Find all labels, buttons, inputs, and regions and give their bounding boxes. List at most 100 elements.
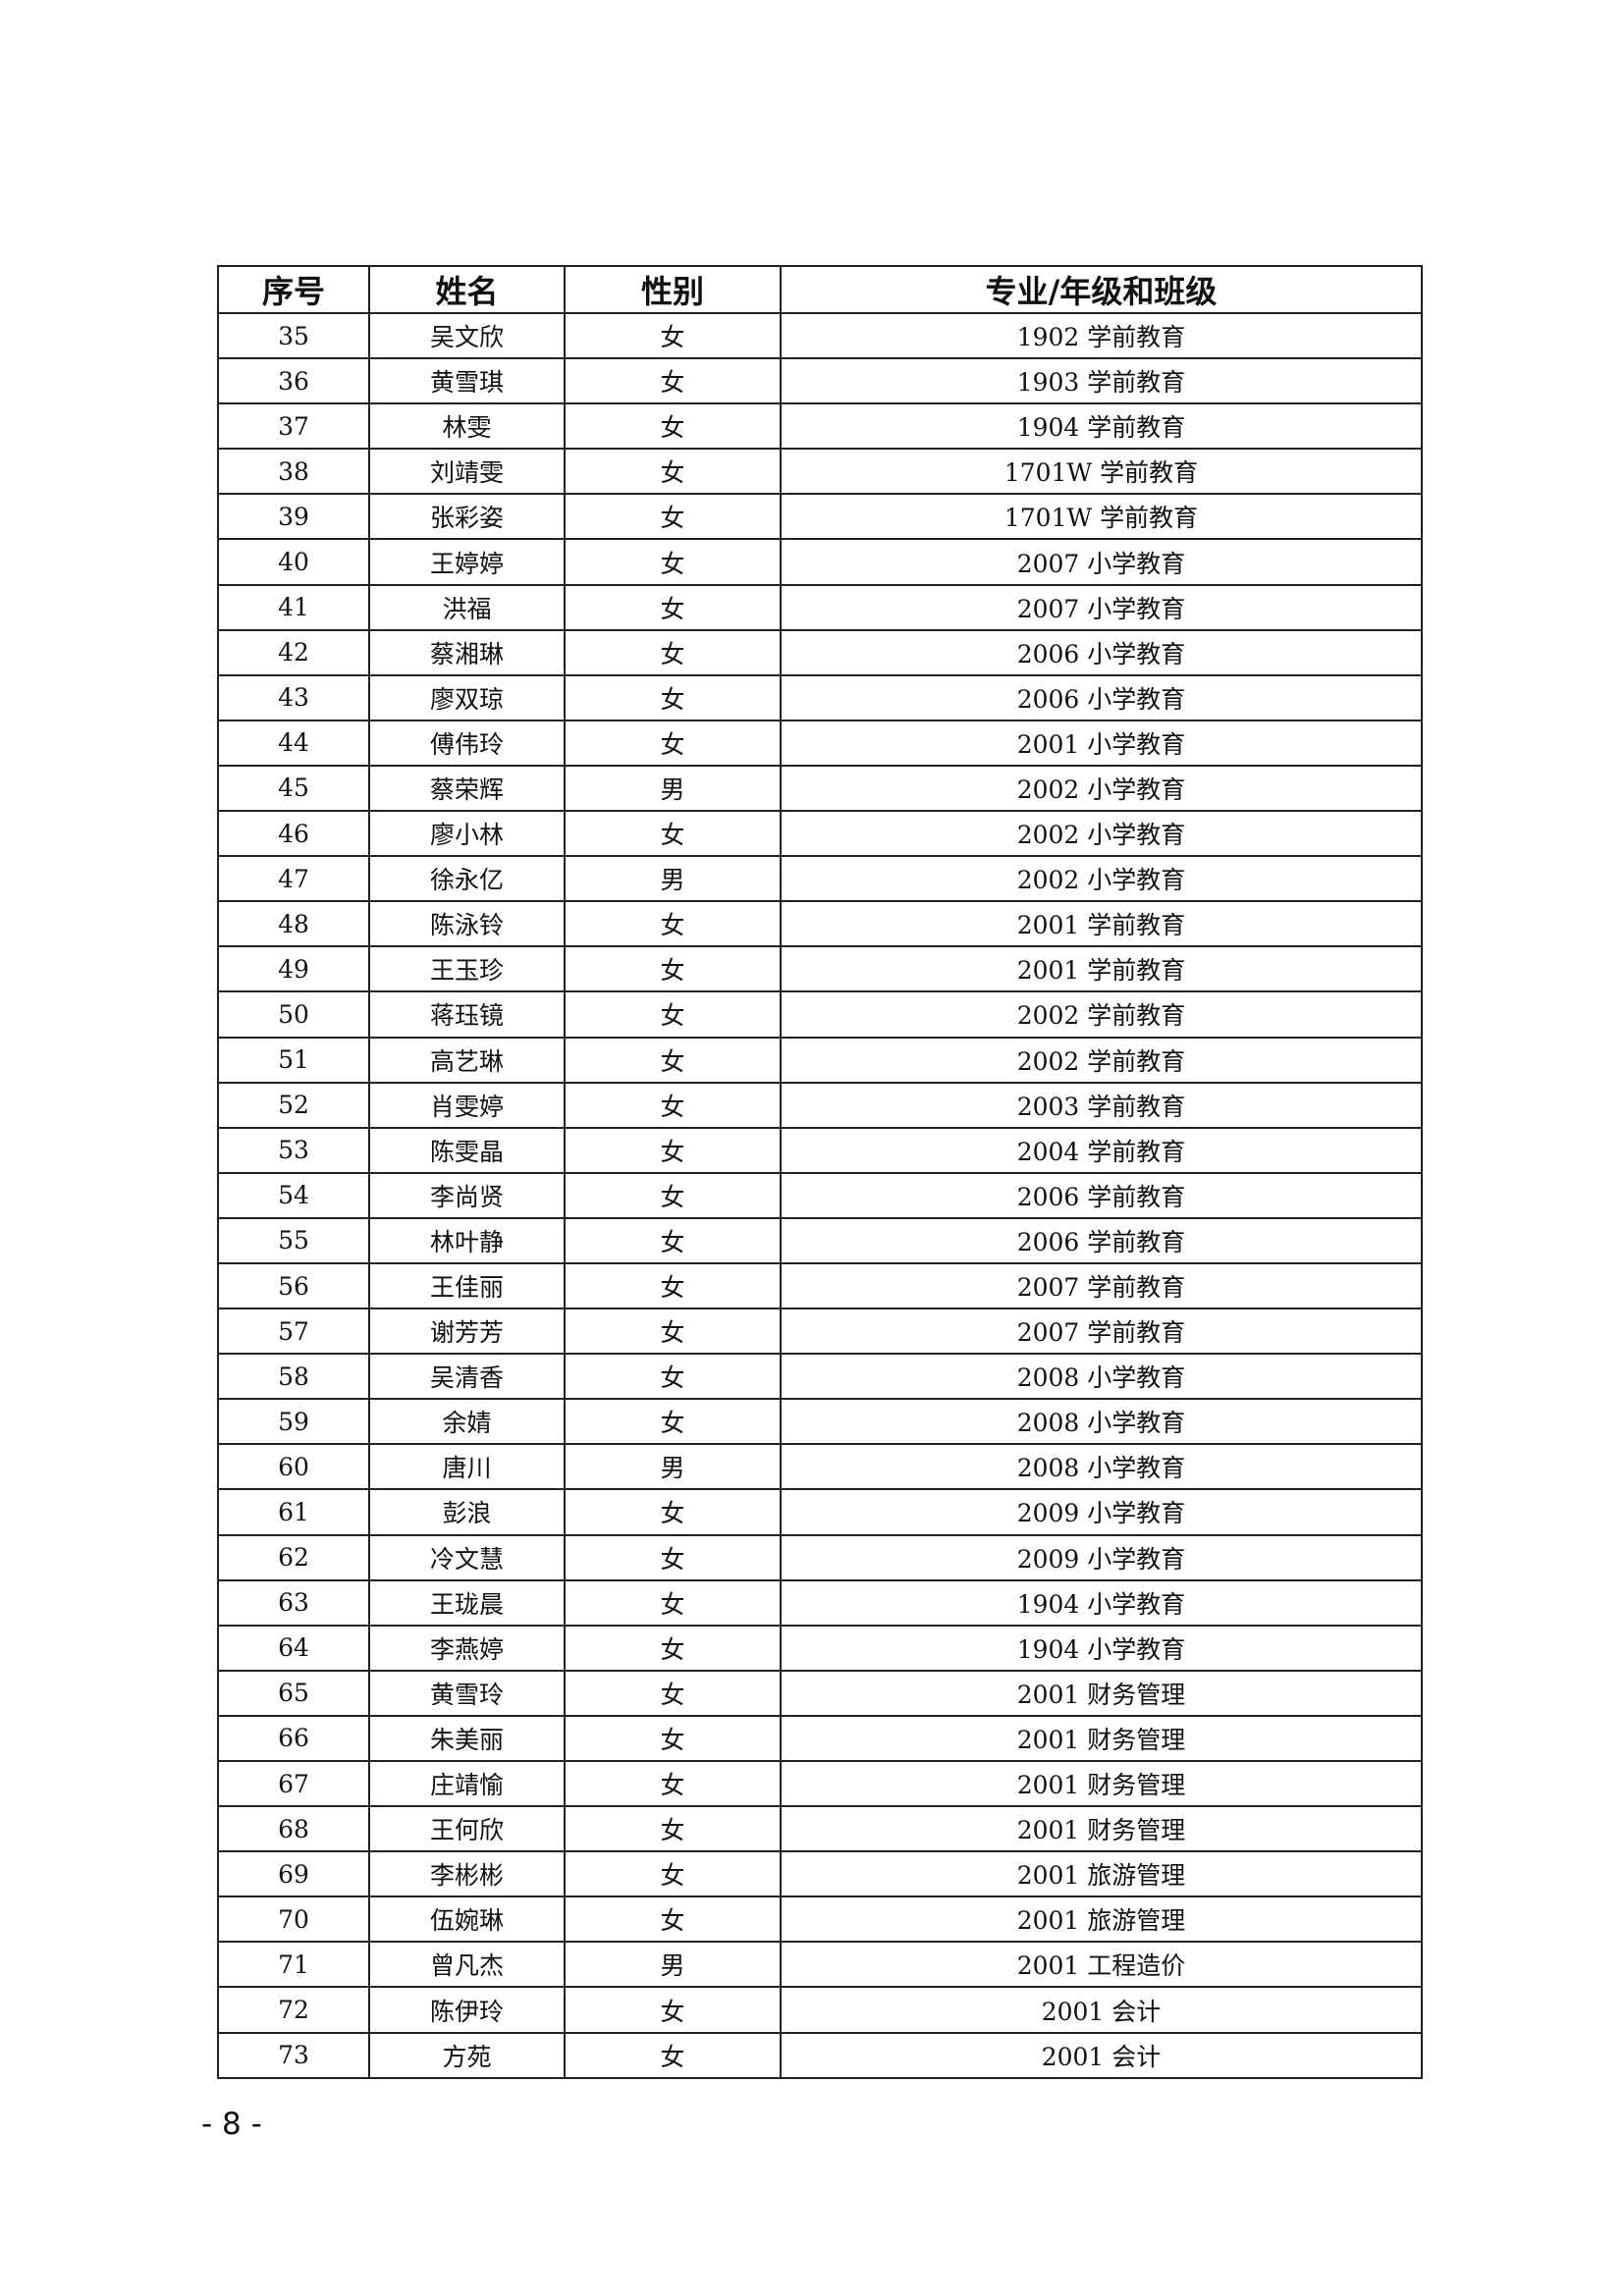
table-row: 69 李彬彬女 2001 旅游管理	[217, 1850, 1423, 1898]
cell-major-class: 2002 小学教育	[780, 810, 1423, 858]
cell-index: 45	[217, 764, 370, 813]
cell-gender: 女	[564, 1714, 782, 1763]
cell-index: 64	[217, 1624, 370, 1672]
header-major-class: 专业/年级和班级	[780, 265, 1423, 314]
table-row: 45 蔡荣辉男 2002 小学教育	[217, 764, 1423, 813]
cell-name: 李燕婷	[368, 1624, 566, 1672]
cell-name: 黄雪玲	[368, 1669, 566, 1717]
cell-major-class: 2008 小学教育	[780, 1353, 1423, 1401]
cell-index: 63	[217, 1578, 370, 1627]
cell-index: 55	[217, 1216, 370, 1264]
cell-index: 70	[217, 1896, 370, 1944]
cell-index: 35	[217, 311, 370, 360]
cell-gender: 女	[564, 1488, 782, 1536]
cell-name: 余婧	[368, 1398, 566, 1446]
cell-gender: 女	[564, 1261, 782, 1310]
cell-gender: 女	[564, 1398, 782, 1446]
cell-major-class: 2002 小学教育	[780, 764, 1423, 813]
cell-name: 王佳丽	[368, 1261, 566, 1310]
table-row: 35 吴文欣女 1902 学前教育	[217, 311, 1423, 360]
header-gender: 性别	[564, 265, 782, 314]
cell-index: 40	[217, 538, 370, 586]
cell-name: 陈伊玲	[368, 1986, 566, 2034]
cell-gender: 女	[564, 1353, 782, 1401]
cell-gender: 女	[564, 1759, 782, 1808]
cell-index: 60	[217, 1443, 370, 1491]
cell-gender: 女	[564, 1805, 782, 1853]
table-row: 73 方苑女 2001 会计	[217, 2031, 1423, 2079]
cell-index: 49	[217, 945, 370, 993]
cell-gender: 女	[564, 448, 782, 496]
cell-index: 69	[217, 1850, 370, 1898]
cell-name: 陈雯晶	[368, 1126, 566, 1174]
cell-major-class: 2006 学前教育	[780, 1171, 1423, 1219]
table-row: 50 蒋珏镜女 2002 学前教育	[217, 990, 1423, 1039]
cell-major-class: 2002 小学教育	[780, 855, 1423, 903]
cell-name: 伍婉琳	[368, 1896, 566, 1944]
cell-index: 57	[217, 1308, 370, 1356]
cell-index: 43	[217, 673, 370, 721]
table-header: 序号 姓名 性别 专业/年级和班级	[217, 265, 1423, 314]
table-row: 39 张彩姿女 1701W 学前教育	[217, 493, 1423, 541]
table-row: 51 高艺琳女 2002 学前教育	[217, 1036, 1423, 1084]
cell-major-class: 2001 财务管理	[780, 1714, 1423, 1763]
cell-name: 肖雯婷	[368, 1081, 566, 1129]
cell-major-class: 2007 小学教育	[780, 583, 1423, 631]
cell-index: 65	[217, 1669, 370, 1717]
cell-gender: 女	[564, 1081, 782, 1129]
table-row: 66 朱美丽女 2001 财务管理	[217, 1714, 1423, 1763]
table-body: 35 吴文欣女 1902 学前教育 36 黄雪琪女 1903 学前教育 37 林雯女 1904 …	[217, 311, 1423, 2079]
cell-index: 53	[217, 1126, 370, 1174]
cell-major-class: 1902 学前教育	[780, 311, 1423, 360]
table-row: 72 陈伊玲女 2001 会计	[217, 1986, 1423, 2034]
cell-index: 54	[217, 1171, 370, 1219]
student-roster-table: 序号 姓名 性别 专业/年级和班级 35 吴文欣女 1902 学前教育 36 黄雪琪女 1…	[217, 265, 1423, 2079]
cell-major-class: 2007 学前教育	[780, 1261, 1423, 1310]
cell-index: 58	[217, 1353, 370, 1401]
cell-name: 黄雪琪	[368, 357, 566, 405]
cell-name: 曾凡杰	[368, 1941, 566, 1989]
cell-gender: 女	[564, 402, 782, 451]
cell-index: 41	[217, 583, 370, 631]
cell-major-class: 1701W 学前教育	[780, 493, 1423, 541]
table-row: 48 陈泳铃女 2001 学前教育	[217, 900, 1423, 948]
cell-gender: 女	[564, 945, 782, 993]
table-row: 62 冷文慧女 2009 小学教育	[217, 1533, 1423, 1581]
cell-gender: 女	[564, 990, 782, 1039]
cell-name: 高艺琳	[368, 1036, 566, 1084]
cell-index: 68	[217, 1805, 370, 1853]
cell-major-class: 2007 小学教育	[780, 538, 1423, 586]
cell-gender: 女	[564, 1669, 782, 1717]
table-row: 42 蔡湘琳女 2006 小学教育	[217, 628, 1423, 676]
table-row: 70 伍婉琳女 2001 旅游管理	[217, 1896, 1423, 1944]
table-row: 41 洪福女 2007 小学教育	[217, 583, 1423, 631]
cell-major-class: 2006 学前教育	[780, 1216, 1423, 1264]
cell-index: 62	[217, 1533, 370, 1581]
header-row: 序号 姓名 性别 专业/年级和班级	[217, 265, 1423, 314]
cell-major-class: 1701W 学前教育	[780, 448, 1423, 496]
table-row: 56 王佳丽女 2007 学前教育	[217, 1261, 1423, 1310]
table-row: 46 廖小林女 2002 小学教育	[217, 810, 1423, 858]
cell-name: 王珑晨	[368, 1578, 566, 1627]
cell-index: 67	[217, 1759, 370, 1808]
cell-gender: 女	[564, 719, 782, 767]
cell-gender: 女	[564, 493, 782, 541]
table-row: 52 肖雯婷女 2003 学前教育	[217, 1081, 1423, 1129]
cell-name: 王婷婷	[368, 538, 566, 586]
cell-major-class: 2002 学前教育	[780, 990, 1423, 1039]
cell-name: 廖小林	[368, 810, 566, 858]
cell-index: 66	[217, 1714, 370, 1763]
cell-gender: 女	[564, 1533, 782, 1581]
cell-gender: 女	[564, 1624, 782, 1672]
table-row: 64 李燕婷女 1904 小学教育	[217, 1624, 1423, 1672]
cell-name: 李尚贤	[368, 1171, 566, 1219]
table-row: 47 徐永亿男 2002 小学教育	[217, 855, 1423, 903]
table-row: 60 唐川男 2008 小学教育	[217, 1443, 1423, 1491]
table-row: 58 吴清香女 2008 小学教育	[217, 1353, 1423, 1401]
cell-major-class: 2001 会计	[780, 2031, 1423, 2079]
table-row: 71 曾凡杰男 2001 工程造价	[217, 1941, 1423, 1989]
table-row: 36 黄雪琪女 1903 学前教育	[217, 357, 1423, 405]
cell-index: 59	[217, 1398, 370, 1446]
cell-gender: 女	[564, 538, 782, 586]
cell-name: 张彩姿	[368, 493, 566, 541]
